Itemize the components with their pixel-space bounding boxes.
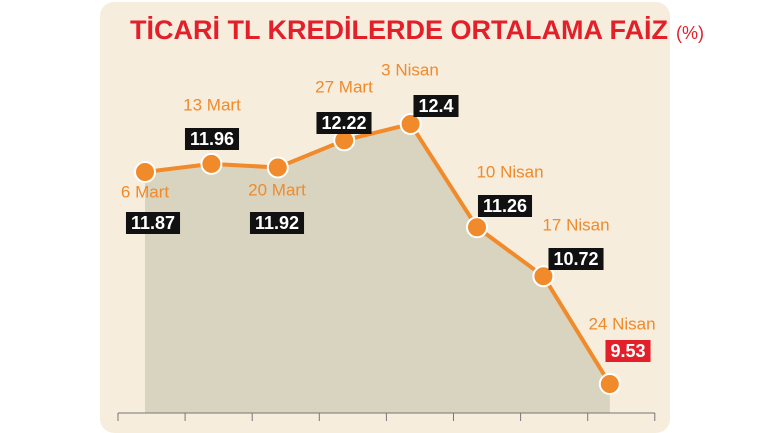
value-text: 10.72: [553, 249, 598, 269]
value-box: [249, 212, 305, 234]
chart-unit: (%): [676, 23, 704, 43]
value-label: 9.53: [605, 340, 651, 362]
value-label: 12.22: [316, 112, 372, 134]
value-box: [548, 248, 604, 270]
value-box: [125, 212, 181, 234]
area: [145, 124, 610, 413]
value-label: 10.72: [548, 248, 604, 270]
value-text: 9.53: [610, 341, 645, 361]
value-text: 11.92: [255, 213, 299, 233]
value-box: [316, 112, 372, 134]
value-text: 11.96: [190, 129, 234, 149]
line: [144, 122, 612, 386]
category-label: 13 Mart: [183, 95, 241, 114]
value-box: [184, 128, 240, 150]
value-box: [605, 340, 651, 362]
point: [200, 152, 223, 175]
value-label: 11.87: [125, 212, 181, 234]
value-label: 12.4: [413, 95, 459, 117]
value-box: [413, 95, 459, 117]
value-box: [477, 195, 533, 217]
point: [532, 265, 555, 288]
category-label: 17 Nisan: [542, 215, 609, 234]
value-text: 11.87: [131, 213, 175, 233]
point: [598, 373, 621, 395]
category-label: 10 Nisan: [476, 162, 543, 181]
category-label: 3 Nisan: [381, 60, 439, 79]
point: [134, 161, 156, 184]
value-label: 11.92: [249, 212, 305, 234]
value-label: 11.26: [477, 195, 533, 217]
value-text: 11.26: [483, 196, 527, 216]
category-label: 24 Nisan: [588, 314, 655, 333]
chart-title: TİCARİ TL KREDİLERDE ORTALAMA FAİZ: [130, 15, 668, 45]
point: [266, 156, 289, 179]
value-text: 12.4: [418, 96, 453, 116]
point: [399, 113, 422, 135]
category-label: 6 Mart: [121, 182, 169, 201]
category-label: 20 Mart: [248, 180, 306, 199]
point: [466, 216, 488, 239]
value-label: 11.96: [184, 128, 240, 150]
value-text: 12.22: [321, 113, 366, 133]
category-label: 27 Mart: [315, 77, 373, 96]
